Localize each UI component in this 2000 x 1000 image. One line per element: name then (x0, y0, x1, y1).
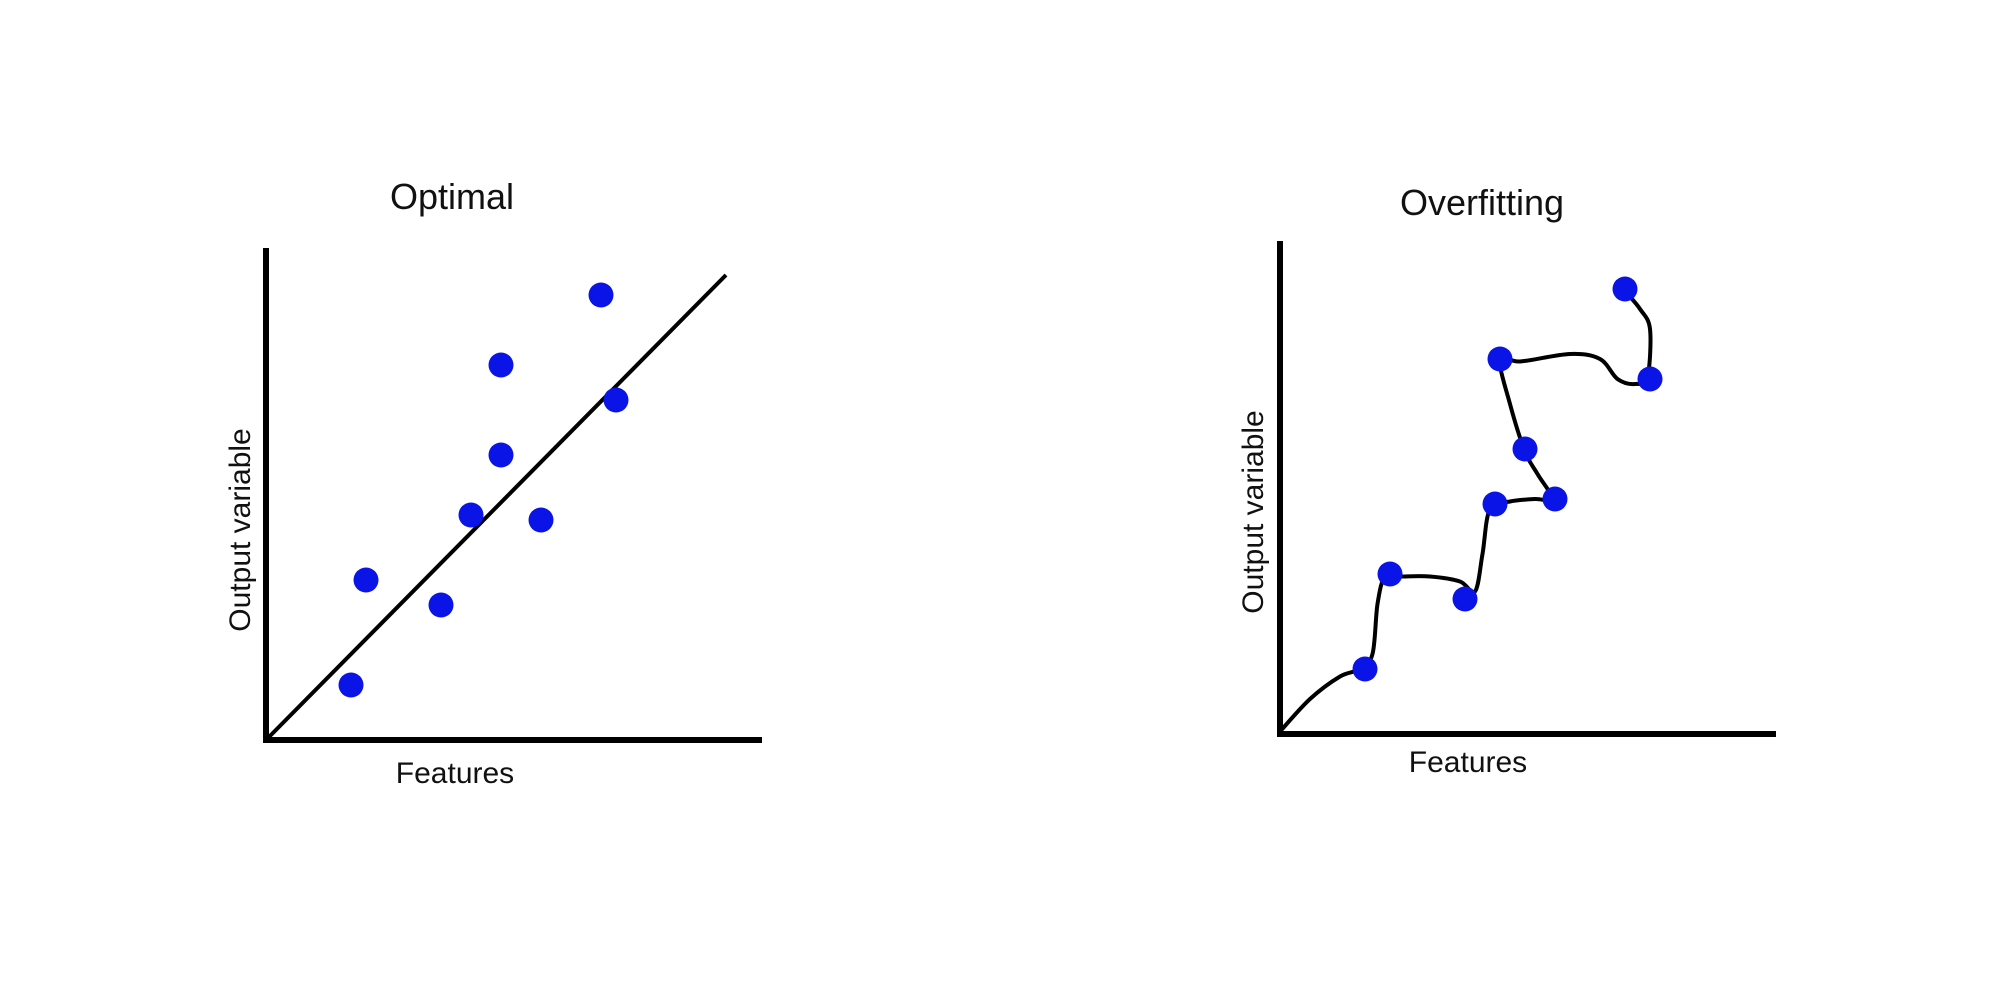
overfitting-fit-curve (1278, 292, 1653, 733)
optimal-data-point-6 (488, 352, 514, 378)
overfitting-data-point-9 (1637, 366, 1663, 392)
overfitting-data-point-7 (1487, 346, 1513, 372)
overfitting-title: Overfitting (1400, 182, 1564, 223)
optimal-data-point-5 (488, 442, 514, 468)
overfitting-data-point-3 (1452, 586, 1478, 612)
optimal-data-point-2 (353, 567, 379, 593)
overfitting-y-axis-label: Output variable (1237, 410, 1270, 613)
optimal-data-point-9 (603, 387, 629, 413)
optimal-fit-line (264, 273, 728, 742)
overfitting-data-point-4 (1482, 491, 1508, 517)
optimal-panel: Optimal Features Output variable (224, 176, 762, 790)
overfitting-data-point-6 (1512, 436, 1538, 462)
overfitting-points-layer (1352, 276, 1663, 682)
overfitting-data-point-1 (1352, 656, 1378, 682)
optimal-y-axis-label: Output variable (224, 428, 257, 631)
overfitting-x-axis-label: Features (1409, 746, 1527, 779)
optimal-data-point-8 (588, 282, 614, 308)
optimal-points-layer (338, 282, 629, 698)
optimal-data-point-3 (428, 592, 454, 618)
optimal-fit-layer (264, 273, 728, 742)
overfitting-panel: Overfitting Features Output variable (1237, 182, 1776, 779)
overfitting-data-point-8 (1612, 276, 1638, 302)
overfitting-data-point-2 (1377, 561, 1403, 587)
optimal-data-point-4 (458, 502, 484, 528)
optimal-data-point-1 (338, 672, 364, 698)
optimal-data-point-7 (528, 507, 554, 533)
optimal-x-axis-label: Features (396, 757, 514, 790)
overfitting-data-point-5 (1542, 486, 1568, 512)
overfitting-fit-layer (1278, 292, 1653, 733)
optimal-title: Optimal (390, 176, 514, 217)
